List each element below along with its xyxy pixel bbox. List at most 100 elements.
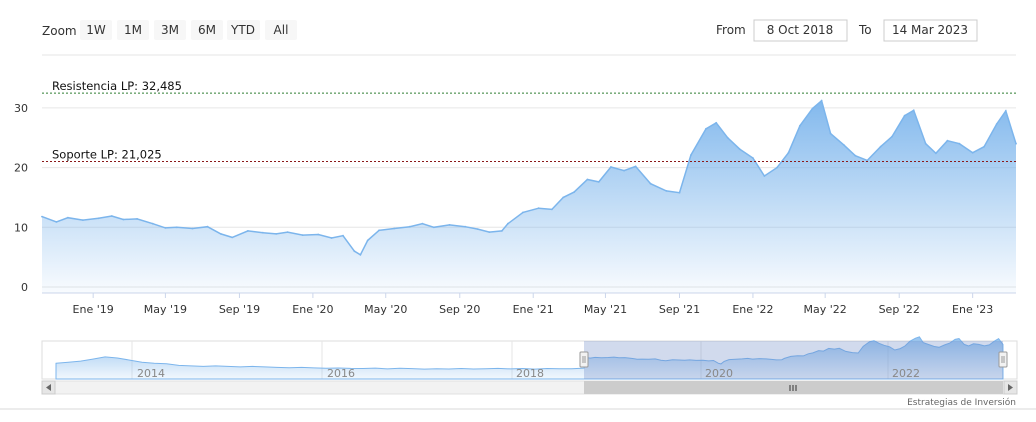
x-tick-label: May '19 [144,303,187,316]
data-point-22 [342,234,344,237]
zoom-button-all-label: All [274,23,289,37]
scrollbar-left-arrow[interactable] [41,380,56,395]
x-tick-label: May '22 [804,303,847,316]
data-point-54 [738,148,741,151]
navigator-year-2022: 2022 [892,367,920,380]
data-point-49 [678,191,681,194]
resistance-label: Resistencia LP: 32,485 [52,79,182,93]
scrollbar-grip-icon [789,385,797,391]
data-point-19 [301,234,304,237]
zoom-label: Zoom [42,24,77,38]
zoom-button-6m[interactable]: 6M [191,20,223,40]
navigator-year-labels: 2014 2016 2018 2020 2022 [137,367,920,380]
x-tick-label: May '21 [584,303,627,316]
data-point-46 [634,165,637,168]
support-label: Soporte LP: 21,025 [52,147,162,161]
zoom-button-all[interactable]: All [265,20,297,40]
data-point-39 [551,208,553,211]
data-point-73 [958,142,961,145]
data-point-2 [67,216,69,219]
zoom-button-ytd[interactable]: YTD [227,20,260,40]
navigator-left-handle[interactable] [579,351,589,368]
data-point-45 [623,169,625,172]
data-point-12 [206,225,209,228]
data-point-10 [175,226,178,229]
navigator-year-2016: 2016 [327,367,355,380]
x-tick-label: Ene '20 [292,303,333,316]
navigator-year-2018: 2018 [516,367,544,380]
data-point-47 [649,182,652,185]
data-point-14 [231,236,234,239]
zoom-button-ytd-label: YTD [230,23,255,37]
arrow-left-icon [46,384,51,391]
zoom-button-1w[interactable]: 1W [80,20,112,40]
x-tick-label: Ene '23 [952,303,993,316]
data-point-78 [1015,142,1017,145]
data-point-23 [353,250,356,253]
data-point-67 [891,135,893,138]
x-tick-label: Ene '19 [73,303,114,316]
to-date-input[interactable]: 14 Mar 2023 [883,19,978,42]
data-point-26 [378,229,380,232]
data-point-37 [522,211,524,214]
data-point-36 [507,222,509,225]
data-point-21 [330,237,333,239]
data-point-55 [752,157,754,159]
data-point-4 [97,217,100,220]
data-point-41 [573,191,575,194]
to-label: To [858,23,872,37]
data-point-57 [776,166,778,169]
data-point-74 [971,151,974,154]
data-point-64 [854,154,857,157]
data-point-11 [191,227,194,230]
data-point-68 [903,114,906,117]
x-tick-label: Sep '20 [439,303,480,316]
data-point-60 [811,107,814,110]
data-point-59 [799,124,801,127]
data-point-72 [946,139,949,142]
data-point-32 [464,225,467,228]
range-selector: Zoom 1W 1M 3M 6M YTD All [42,20,297,40]
data-point-7 [136,218,139,220]
arrow-right-icon [1008,384,1013,391]
navigator[interactable]: 2014 2016 2018 2020 2022 [41,336,1018,380]
data-point-38 [537,207,540,210]
y-tick-label: 20 [14,162,28,175]
scrollbar-right-arrow[interactable] [1003,380,1018,395]
data-point-61 [820,99,823,102]
zoom-button-3m-label: 3M [161,23,179,37]
data-point-28 [408,225,411,228]
plot-area: 0 10 20 30 Ene '19 May '19 Sep '19 Ene '20 May … [14,79,1017,316]
data-point-65 [866,159,869,162]
from-date-value: 8 Oct 2018 [767,23,834,37]
data-point-75 [983,145,985,148]
x-tick-label: Sep '22 [879,303,920,316]
data-point-24 [359,253,362,256]
data-point-48 [665,190,668,192]
x-tick-label: Ene '21 [513,303,554,316]
data-point-66 [879,145,882,148]
data-point-31 [448,224,451,226]
data-point-33 [476,228,479,231]
data-point-50 [690,154,692,157]
data-point-15 [247,230,249,232]
navigator-selected-range[interactable] [584,341,1003,379]
data-point-6 [122,218,125,221]
y-axis-labels: 0 10 20 30 [14,102,28,294]
navigator-right-handle[interactable] [998,351,1008,368]
data-point-20 [317,233,320,236]
data-point-43 [597,181,600,183]
x-tick-label: May '20 [364,303,407,316]
zoom-button-1w-label: 1W [86,23,106,37]
from-date-input[interactable]: 8 Oct 2018 [753,19,848,42]
data-point-16 [262,231,264,234]
date-range-inputs: From 8 Oct 2018 To 14 Mar 2023 [716,19,978,42]
zoom-button-1m[interactable]: 1M [117,20,149,40]
price-area [42,100,1016,293]
data-point-76 [995,123,998,125]
zoom-button-3m[interactable]: 3M [154,20,186,40]
data-point-56 [763,175,766,177]
x-tick-label: Sep '21 [659,303,700,316]
scrollbar[interactable] [41,380,1018,395]
